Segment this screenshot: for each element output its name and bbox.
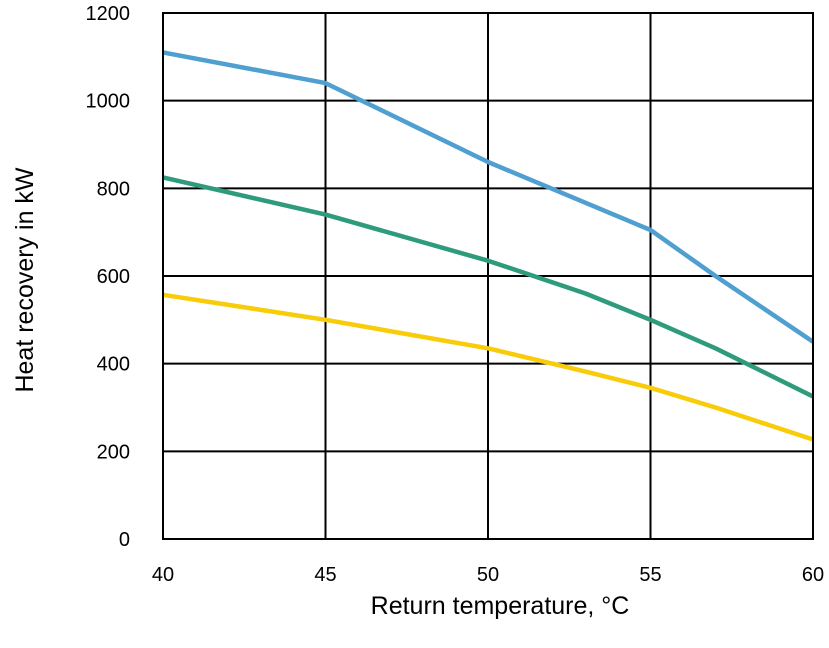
series-3-point — [584, 370, 588, 374]
series-line-2 — [162, 175, 814, 399]
series-2-point — [714, 346, 718, 350]
x-tick-label: 50 — [477, 564, 499, 586]
series-1-point — [649, 228, 653, 232]
series-1-point — [486, 160, 490, 164]
series-group — [162, 50, 815, 442]
y-tick-label: 800 — [97, 178, 130, 200]
series-2-point — [324, 213, 328, 217]
series-3-point — [714, 406, 718, 410]
y-tick-label: 400 — [97, 354, 130, 376]
x-tick-label: 60 — [802, 564, 824, 586]
y-tick-label: 1000 — [86, 91, 131, 113]
x-axis-title: Return temperature, °C — [371, 592, 630, 620]
series-1-point — [714, 274, 718, 278]
x-tick-label: 40 — [152, 564, 174, 586]
series-line-1 — [162, 50, 815, 344]
series-2-point — [486, 259, 490, 263]
x-tick-label: 55 — [639, 564, 661, 586]
x-tick-label: 45 — [314, 564, 336, 586]
y-tick-label: 0 — [119, 529, 130, 551]
series-3-point — [649, 386, 653, 390]
series-2-point — [649, 318, 653, 322]
y-tick-label: 1200 — [86, 3, 131, 25]
series-3-point — [324, 318, 328, 322]
y-tick-labels: 0 200 400 600 800 1000 1200 — [86, 3, 131, 551]
series-2-point — [584, 292, 588, 296]
y-axis-title: Heat recovery in kW — [11, 167, 39, 392]
y-tick-label: 200 — [97, 441, 130, 463]
series-3-point — [486, 346, 490, 350]
plot-frame — [162, 12, 814, 540]
series-1-point — [324, 81, 328, 85]
y-tick-label: 600 — [97, 266, 130, 288]
x-tick-labels: 40 45 50 55 60 — [152, 564, 824, 586]
series-line-3 — [162, 292, 814, 442]
plot-border — [162, 12, 814, 540]
